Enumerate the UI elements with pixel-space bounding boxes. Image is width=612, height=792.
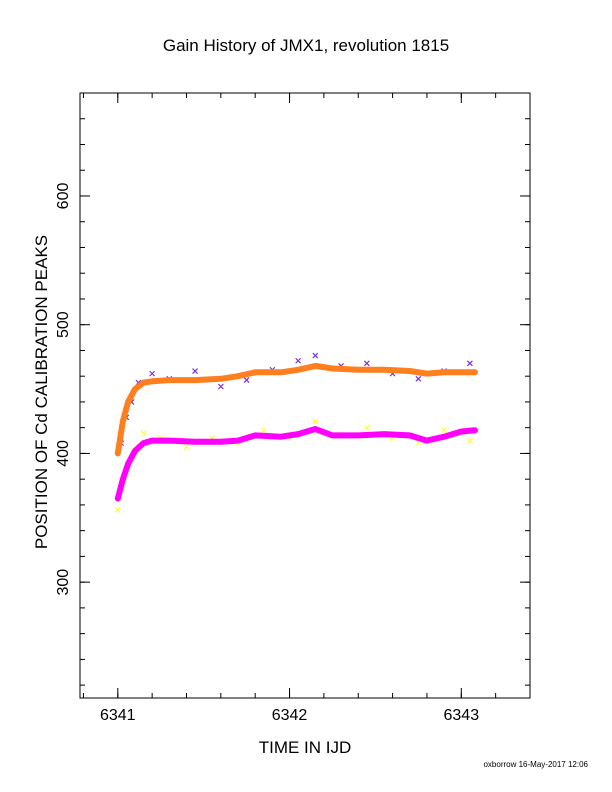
x-tick-label: 6342 [272,707,308,724]
data-point-0 [415,375,422,382]
data-point-0 [243,377,250,383]
footer-stamp: oxborrow 16-May-2017 12:06 [483,760,588,769]
x-axis-label: TIME IN IJD [258,738,352,757]
data-point-2 [312,418,319,425]
y-tick-label: 500 [55,311,72,338]
data-point-2 [183,444,190,450]
data-point-0 [217,383,224,390]
data-point-2 [363,424,370,431]
data-point-2 [114,507,121,513]
data-point-0 [312,352,319,359]
chart-title: Gain History of JMX1, revolution 1815 [162,36,450,55]
data-point-0 [363,360,370,367]
data-point-0 [149,370,156,377]
data-point-0 [466,360,473,367]
data-point-0 [295,357,302,364]
y-tick-label: 400 [55,440,72,467]
y-tick-label: 600 [55,183,72,210]
plot-frame [79,92,531,699]
data-point-2 [466,437,473,444]
y-tick-label: 300 [55,569,72,596]
x-tick-label: 6343 [444,707,480,724]
data-point-2 [140,429,147,436]
trend-line-1 [114,362,478,457]
data-point-0 [192,368,199,374]
trend-line-3 [114,426,478,502]
data-point-2 [260,427,267,434]
x-tick-label: 6341 [100,707,136,724]
data-point-2 [441,427,448,434]
